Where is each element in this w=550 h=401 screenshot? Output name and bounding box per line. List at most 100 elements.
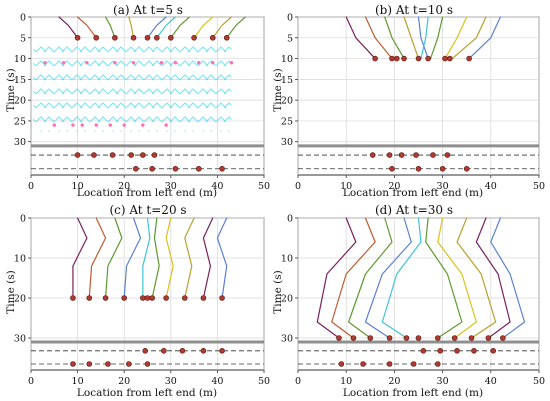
trajectory-line	[425, 217, 463, 339]
x-axis-label: Location from left end (m)	[343, 387, 483, 399]
accent-point	[113, 61, 117, 65]
trajectory-line	[345, 16, 376, 60]
position-point	[468, 335, 475, 341]
panel-b: (b) At t=10 s 0 10 20 30 40 50 0 5 10 15 20 25 30 Lo…	[272, 3, 545, 199]
position-point	[219, 295, 225, 301]
accent-point	[229, 61, 234, 65]
position-point	[200, 295, 207, 301]
trajectory-line	[456, 217, 497, 339]
lane-point	[144, 361, 151, 367]
trajectory-line	[128, 16, 135, 39]
lane-point	[369, 152, 376, 158]
y-tick-label: 0	[287, 214, 293, 225]
x-tick-label: 10	[340, 181, 352, 192]
y-tick-label: 20	[14, 294, 26, 305]
lane-point	[463, 165, 470, 172]
lane-point	[133, 165, 139, 172]
position-point	[86, 295, 93, 301]
x-tick-label: 10	[340, 376, 352, 387]
position-point	[401, 55, 407, 62]
x-tick-label: 30	[165, 181, 177, 192]
position-point	[163, 295, 169, 301]
accent-point	[164, 123, 168, 127]
lane-point	[179, 347, 186, 354]
accent-point	[197, 61, 201, 65]
trajectory-line	[104, 16, 116, 39]
x-tick-label: 20	[388, 376, 400, 387]
position-point	[168, 34, 174, 41]
lane-point	[74, 152, 81, 158]
x-tick-label: 0	[28, 181, 34, 192]
accent-point	[108, 123, 112, 127]
y-tick-label: 30	[281, 334, 293, 345]
panel-a: (a) At t=5 s 0 10 20 30 40 50 0 5 10 15 20 25 30 Loc…	[5, 3, 270, 199]
lane-point	[444, 152, 451, 158]
accent-point	[173, 61, 178, 65]
y-tick-label: 25	[14, 116, 26, 127]
x-tick-label: 0	[295, 376, 301, 387]
lane-point	[439, 165, 446, 172]
trajectory-line	[417, 16, 429, 60]
panel-title: (b) At t=10 s	[375, 3, 453, 17]
lane-point	[471, 347, 477, 354]
accent-point	[80, 123, 84, 127]
plot-area: 0 10 20 30 40 50 0 10 20 30	[14, 214, 270, 388]
trajectory-line	[420, 16, 429, 60]
trajectory-line	[212, 16, 232, 39]
lane-point	[142, 347, 148, 354]
position-point	[149, 295, 155, 301]
position-point	[140, 295, 146, 301]
accent-point	[85, 61, 89, 65]
accent-point	[211, 61, 215, 65]
lane-point	[386, 361, 393, 367]
trajectory-line	[151, 217, 160, 299]
trajectory-line	[72, 217, 88, 299]
position-point	[336, 335, 342, 341]
accent-point	[61, 61, 66, 65]
lane-point	[413, 152, 419, 158]
lane-point	[109, 152, 116, 158]
x-tick-label: 40	[485, 181, 497, 192]
trajectory-line	[364, 217, 412, 339]
trajectory-line	[444, 16, 468, 60]
panel-title: (c) At t=20 s	[109, 203, 186, 217]
panel-title: (d) At t=30 s	[375, 203, 453, 217]
position-point	[121, 295, 127, 301]
trajectory-line	[384, 16, 405, 60]
position-point	[181, 295, 188, 301]
lane-point	[338, 361, 345, 367]
position-point	[386, 335, 393, 341]
position-point	[144, 295, 151, 301]
position-point	[74, 34, 81, 41]
lane-point	[126, 361, 132, 367]
lane-point	[105, 361, 111, 367]
lane-point	[389, 165, 395, 172]
lane-point	[151, 152, 158, 158]
y-tick-label: 30	[14, 137, 26, 148]
lane-point	[161, 347, 167, 354]
trajectory-line	[403, 16, 420, 60]
x-tick-label: 10	[72, 181, 84, 192]
y-tick-label: 5	[20, 33, 26, 44]
lane-point	[386, 152, 393, 158]
position-point	[93, 34, 100, 41]
trajectory-line	[316, 217, 357, 339]
lane-point	[219, 165, 225, 172]
position-point	[209, 34, 216, 41]
position-point	[102, 295, 109, 301]
plot-area: 0 10 20 30 40 50 0 5 10 15 20 25 30	[14, 13, 270, 193]
y-tick-label: 0	[20, 13, 26, 24]
plot-frame	[30, 217, 265, 371]
x-tick-label: 0	[295, 181, 301, 192]
x-tick-label: 30	[437, 181, 449, 192]
panel-title: (a) At t=5 s	[113, 3, 183, 17]
panel-d: (d) At t=30 s 0 10 20 30 40 50 0 10 20 30 Locatio…	[272, 203, 545, 399]
plot-frame	[297, 16, 540, 176]
lane-point	[437, 347, 443, 354]
trajectory-line	[216, 217, 228, 299]
position-point	[191, 34, 197, 41]
trajectory-line	[156, 16, 177, 39]
position-point	[350, 335, 357, 341]
position-point	[415, 55, 422, 62]
